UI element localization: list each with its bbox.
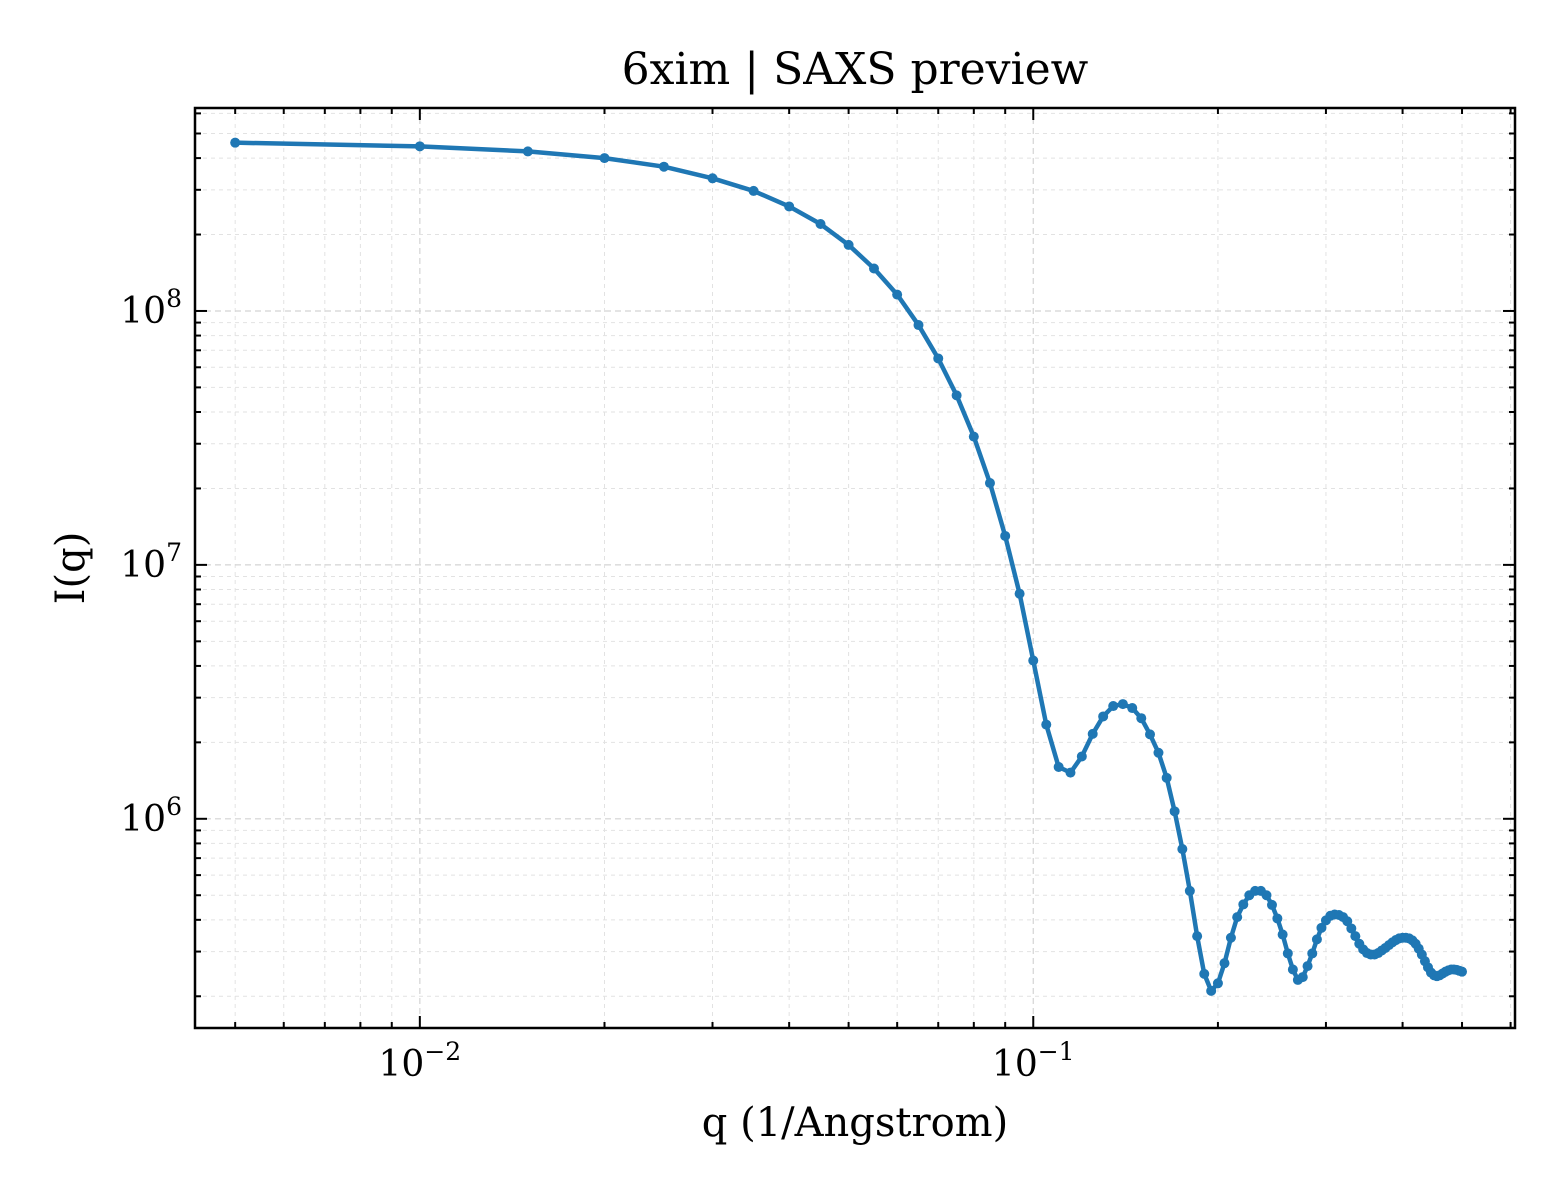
data-point: [1136, 713, 1147, 724]
data-point: [1277, 929, 1288, 940]
data-point: [1297, 972, 1308, 983]
tick-labels: 10−2 10−1 106 107 108: [120, 284, 1074, 1085]
data-point: [1014, 588, 1025, 599]
data-point: [1232, 912, 1243, 923]
data-point: [1076, 751, 1087, 762]
data-point: [1177, 844, 1188, 855]
data-point: [1272, 913, 1283, 924]
data-point: [230, 137, 241, 148]
data-point: [1065, 767, 1076, 778]
y-tick-label: 106: [120, 792, 182, 840]
data-point: [1192, 931, 1203, 942]
x-tick-label: 10−1: [992, 1037, 1075, 1085]
data-point: [1457, 966, 1468, 977]
data-point: [1161, 772, 1172, 783]
data-point: [1311, 934, 1322, 945]
data-point: [1238, 899, 1249, 910]
data-point: [1053, 761, 1064, 772]
data-point: [984, 478, 995, 489]
data-point: [1307, 948, 1318, 959]
x-axis-label: q (1/Angstrom): [702, 1100, 1008, 1146]
data-point: [1117, 699, 1128, 710]
data-point: [1225, 932, 1236, 943]
y-tick-label: 107: [120, 538, 182, 586]
data-point: [1302, 961, 1313, 972]
data-point: [1028, 655, 1039, 666]
data-point: [1350, 931, 1361, 942]
data-point: [968, 431, 979, 442]
data-point: [913, 320, 924, 331]
data-point: [1108, 701, 1119, 712]
data-point: [707, 173, 718, 184]
data-point: [815, 219, 826, 230]
data-point: [1282, 948, 1293, 959]
data-point: [1184, 885, 1195, 896]
data-point: [1098, 711, 1109, 722]
y-axis-label: I(q): [48, 532, 94, 605]
data-point: [748, 185, 759, 196]
data-point: [658, 161, 669, 172]
data-point: [414, 141, 425, 152]
data-point: [784, 201, 795, 212]
data-point: [1212, 978, 1223, 989]
data-point: [599, 153, 610, 164]
data-point: [1346, 923, 1357, 934]
data-point: [1266, 899, 1277, 910]
data-point: [1145, 729, 1156, 740]
plot-frame: [193, 106, 1517, 1030]
y-tick-label: 108: [120, 284, 182, 332]
data-point: [1169, 806, 1180, 817]
data-points: [230, 137, 1468, 996]
data-point: [1219, 958, 1230, 969]
data-point: [868, 263, 879, 274]
data-point: [522, 146, 533, 157]
x-tick-label: 10−2: [379, 1037, 462, 1085]
data-point: [933, 353, 944, 364]
chart-title: 6xim | SAXS preview: [622, 44, 1089, 95]
data-point: [1041, 719, 1052, 730]
data-point: [951, 390, 962, 401]
data-point: [1000, 530, 1011, 541]
data-point: [1316, 922, 1327, 933]
grid: [195, 108, 1515, 1028]
data-point: [1199, 968, 1210, 979]
data-point: [1127, 703, 1138, 714]
data-point: [1206, 985, 1217, 996]
data-point: [843, 239, 854, 250]
data-point: [1153, 747, 1164, 758]
data-point: [892, 289, 903, 300]
data-point: [1261, 890, 1272, 901]
data-point: [1287, 964, 1298, 975]
data-point: [1087, 728, 1098, 739]
ticks: [195, 108, 1515, 1028]
